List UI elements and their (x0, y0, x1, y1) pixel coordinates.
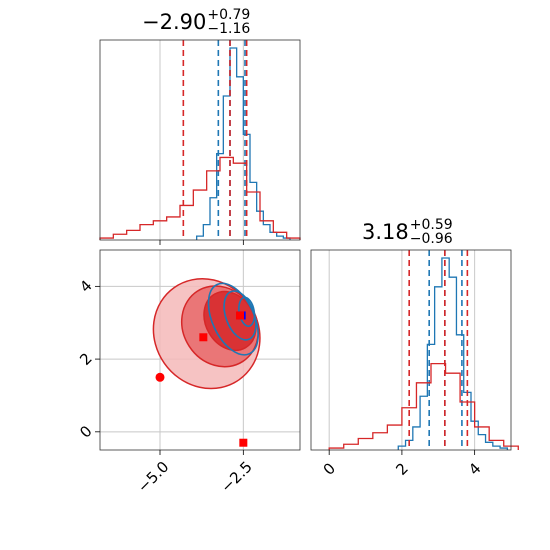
joint-tick-label-x-0: −5.0 (134, 458, 172, 496)
joint-marker-1 (236, 311, 244, 320)
marginal-2-series-0-histogram (397, 257, 509, 450)
marginal-2-title: 3.18 +0.59 −0.96 (362, 218, 453, 246)
marginal-1-panel (99, 39, 301, 245)
marginal-1-title: −2.90 +0.79 −1.16 (142, 8, 250, 36)
joint-marker-4 (239, 438, 248, 447)
joint-tick-label-y-1: 2 (76, 349, 95, 368)
marginal-2-tick-label-x-1: 2 (392, 459, 411, 478)
joint-contours (152, 278, 261, 447)
joint-panel: −5.0 −2.5 0 2 4 (76, 249, 301, 496)
marginal-1-title-plus: +0.79 (207, 7, 251, 23)
marginal-2-frame (310, 249, 512, 451)
joint-marker-3 (155, 372, 165, 382)
marginal-2-background (311, 250, 511, 450)
marginal-1-title-minus: −1.16 (207, 21, 251, 37)
joint-tick-label-y-2: 4 (76, 277, 95, 296)
marginal-1-background (100, 40, 300, 240)
joint-frame (99, 249, 301, 451)
joint-blue-contour-0 (207, 282, 259, 356)
marginal-2-tick-label-x-2: 4 (465, 459, 484, 478)
joint-tick-label-y-0: 0 (76, 422, 95, 441)
marginal-1-frame (99, 39, 301, 241)
marginal-2-title-plus: +0.59 (409, 217, 453, 233)
marginal-2-series-1-histogram (328, 362, 519, 450)
marginal-1-series-1-histogram (99, 156, 301, 240)
marginal-1-title-value: −2.90 (142, 10, 207, 34)
marginal-2-tick-label-x-0: 0 (320, 459, 339, 478)
marginal-2-title-minus: −0.96 (409, 231, 453, 247)
joint-tick-label-x-1: −2.5 (217, 458, 255, 496)
marginal-2-title-value: 3.18 (362, 220, 409, 244)
joint-marker-2 (199, 333, 208, 342)
marginal-2-panel: 0 2 4 (310, 249, 519, 479)
